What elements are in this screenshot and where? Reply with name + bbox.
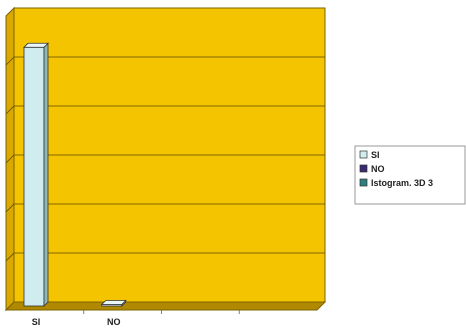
x-tick-label: SI [32, 317, 41, 327]
legend-label: Istogram. 3D 3 [371, 178, 433, 188]
gridline-side [5, 56, 15, 66]
legend-swatch [359, 178, 368, 187]
legend-label: SI [371, 150, 380, 160]
gridline-side [5, 154, 15, 164]
gridline-side [5, 252, 15, 262]
floor [4, 301, 327, 311]
legend-swatch [359, 164, 368, 173]
legend-box [354, 145, 466, 205]
x-tick-labels: SI NO [32, 317, 121, 327]
legend-label: NO [371, 164, 385, 174]
bar-top [23, 42, 49, 48]
bars [23, 42, 127, 307]
bar-top [100, 300, 127, 305]
legend-swatch [359, 150, 368, 159]
gridline-side [5, 203, 15, 213]
legend: SI NO Istogram. 3D 3 [354, 145, 466, 205]
plot-walls [4, 6, 327, 312]
bar-side [43, 42, 49, 307]
x-tick-label: NO [107, 317, 121, 327]
gridlines [5, 56, 325, 314]
bar-front [23, 46, 45, 307]
gridline-side [5, 105, 15, 115]
